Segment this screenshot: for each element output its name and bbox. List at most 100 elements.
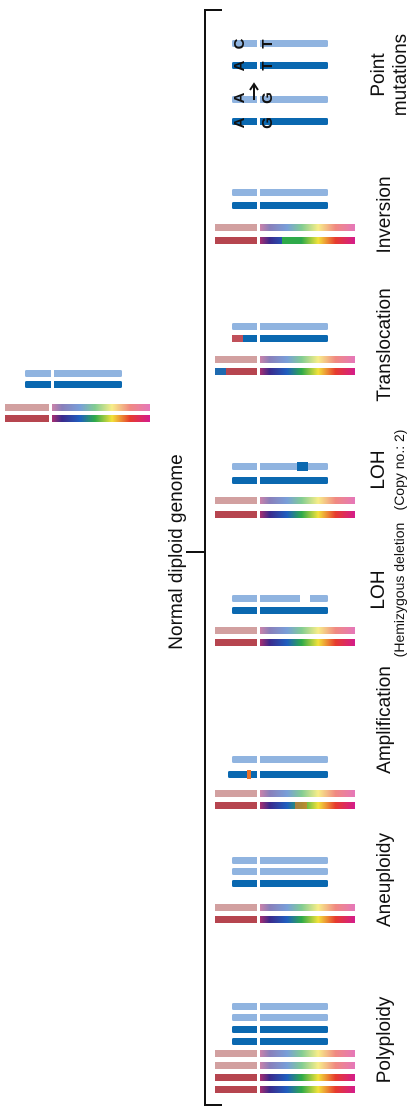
centromere [257,1049,260,1058]
chromosome [232,118,328,125]
chromosome [232,463,328,470]
chromosome-arm [215,1050,258,1057]
centromere [257,879,260,888]
chromosome-arm [215,1074,258,1081]
chromosome [228,771,328,778]
chromosome-arm [215,356,258,363]
centromere [257,1013,260,1022]
centromere [257,510,260,519]
bracket [186,9,222,1106]
chromosome-arm [215,1086,258,1093]
chromosome-arm [215,224,258,231]
panel-label: Amplification [374,666,395,774]
centromere [257,770,260,779]
chromosome [232,1026,328,1033]
chromosome [232,189,328,196]
chromosome [232,595,328,602]
chromosome-arm [258,368,355,375]
panel-label: Inversion [374,176,395,253]
chromosome [232,62,328,69]
centromere [257,201,260,210]
chromosome-arm [215,237,258,244]
panel-sublabel: (Hemizygous deletion [391,523,407,658]
chromosome-arm [258,224,355,231]
centromere [51,369,54,378]
panel-label: Point [368,53,389,97]
base-letter: A [231,60,248,71]
centromere [257,915,260,924]
inverted-segment [282,237,300,244]
chromosome-arm [5,404,50,411]
translocated-segment [215,368,226,375]
chromosome-arm [258,1050,355,1057]
chromosome [232,477,328,484]
centromere [257,476,260,485]
chromosome-arm [215,368,258,375]
centromere [257,223,260,232]
base-letter: T [259,61,276,70]
copied-segment [297,462,308,471]
chromosome [25,381,122,388]
panel-label: Aneuploidy [374,832,395,927]
chromosome [232,96,328,103]
centromere [257,117,260,126]
chromosome-arm [258,627,355,634]
deleted-segment [300,594,310,603]
chromosome-arm [258,1074,355,1081]
chromosome-arm [258,356,355,363]
centromere [49,403,52,412]
centromere [257,638,260,647]
panel-label: Translocation [374,288,395,401]
chromosome-arm [258,1086,355,1093]
chromosome [232,323,328,330]
chromosome [232,1014,328,1021]
chromosome [25,370,122,377]
chromosome-arm [215,639,258,646]
chromosome [232,202,328,209]
chromosome [232,1038,328,1045]
centromere [49,414,52,423]
centromere [257,1025,260,1034]
base-letter: G [259,92,276,104]
centromere [257,755,260,764]
centromere [257,496,260,505]
chromosome-arm [215,802,258,809]
chromosome-arm [258,497,355,504]
centromere [257,594,260,603]
centromere [257,903,260,912]
base-letter: A [231,117,248,128]
panel-label: Polyploidy [374,996,395,1083]
chromosome-arm [215,497,258,504]
base-letter: G [259,117,276,129]
centromere [257,789,260,798]
chromosome-arm [215,916,258,923]
centromere [257,1073,260,1082]
centromere [257,355,260,364]
chromosome-arm [215,790,258,797]
centromere [257,856,260,865]
chromosome-arm [258,639,355,646]
chromosome-arm [215,1062,258,1069]
chromosome-arm [258,237,355,244]
centromere [257,801,260,810]
centromere [257,867,260,876]
panel-sublabel: mutations [390,34,411,116]
chromosome [232,40,328,47]
centromere [257,462,260,471]
centromere [51,380,54,389]
chromosome [232,607,328,614]
chromosome [232,335,328,342]
chromosome-arm [215,627,258,634]
centromere [257,188,260,197]
centromere [257,334,260,343]
base-letter: T [259,39,276,48]
chromosome-arm [50,404,150,411]
base-letter: C [231,38,248,49]
centromere [257,39,260,48]
amplified-segment [247,770,251,779]
centromere [257,606,260,615]
chromosome [232,756,328,763]
chromosome-arm [50,415,150,422]
centromere [257,1037,260,1046]
